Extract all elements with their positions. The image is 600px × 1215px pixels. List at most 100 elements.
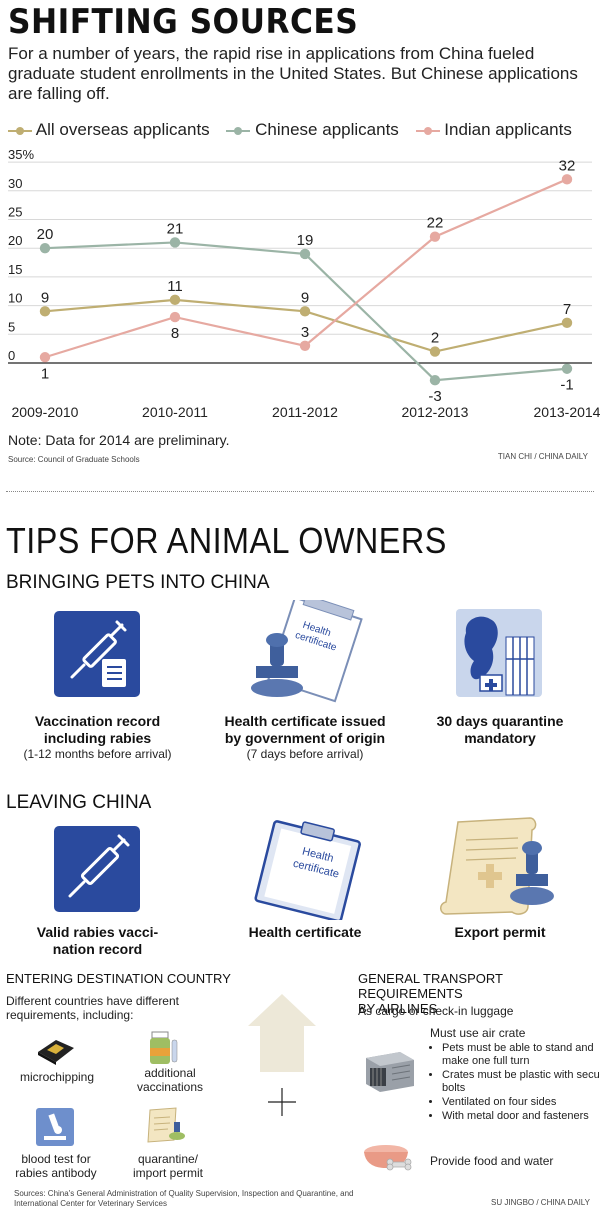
y-tick-label: 20: [8, 233, 22, 248]
y-tick-label: 25: [8, 205, 22, 220]
microchipping-label: microchipping: [19, 1070, 95, 1084]
leaving-heading: LEAVING CHINA: [6, 792, 152, 813]
chart-credit: TIAN CHI / CHINA DAILY: [497, 452, 588, 461]
entering-desc: Different countries have different requi…: [6, 994, 179, 1022]
legend-item-overseas: All overseas applicants: [8, 120, 210, 140]
data-point: [561, 317, 573, 329]
crate-requirement: With metal door and fasteners: [442, 1110, 600, 1123]
food-water-label: Provide food and water: [430, 1154, 554, 1168]
data-label: 11: [167, 278, 183, 295]
quarantine-card: 30 days quarantine mandatory: [420, 713, 580, 747]
y-tick-label: 15: [8, 262, 22, 277]
entering-desc-line: requirements, including:: [6, 1008, 134, 1022]
card-sub: (7 days before arrival): [246, 747, 364, 761]
data-label: 19: [297, 232, 314, 249]
y-tick-label: 30: [8, 176, 22, 191]
data-point: [429, 346, 441, 357]
data-label: 22: [427, 215, 444, 232]
export-permit-card: Export permit: [420, 924, 580, 941]
data-point: [169, 237, 181, 248]
card-label: Vaccination record: [34, 713, 161, 729]
tips-title: TIPS FOR ANIMAL OWNERS: [6, 520, 447, 561]
blood-test-label: blood test for rabies antibody: [6, 1152, 106, 1180]
transport-heading: GENERAL TRANSPORT REQUIREMENTS BY AIRLIN…: [358, 971, 600, 1016]
data-point: [169, 311, 181, 323]
data-label: -3: [428, 388, 441, 405]
transport-sub: As cargo or check-in luggage: [358, 1004, 514, 1018]
section-divider: [6, 491, 594, 492]
quarantine-icon: [456, 609, 542, 697]
data-point: [299, 306, 311, 317]
y-tick-label: 0: [8, 348, 15, 363]
data-point: [429, 231, 441, 242]
page-title: SHIFTING SOURCES: [8, 2, 359, 42]
data-label: 32: [559, 157, 576, 174]
card-label: 30 days quarantine: [436, 713, 564, 729]
data-point: [299, 340, 311, 351]
health-certificate-card: Health certificate issued by government …: [205, 713, 405, 761]
up-arrow-icon: [248, 994, 316, 1072]
vaccinations-label: additional vaccinations: [120, 1066, 220, 1094]
x-tick-label: 2011-2012: [272, 404, 338, 420]
crate-requirement: Pets must be able to stand and make one …: [442, 1042, 600, 1068]
permit-label-line: import permit: [132, 1166, 203, 1180]
vaccinations-label-line: vaccinations: [136, 1080, 204, 1094]
card-label: including rabies: [43, 730, 152, 746]
chart-note: Note: Data for 2014 are preliminary.: [8, 432, 230, 448]
tips-sources-line: International Center for Veterinary Serv…: [14, 1199, 167, 1208]
data-point: [429, 375, 441, 386]
card-label: Health certificate: [248, 924, 362, 940]
microscope-icon: [36, 1108, 74, 1146]
card-label: Valid rabies vacci-: [36, 924, 159, 940]
crate-requirements-list: Pets must be able to stand and make one …: [428, 1042, 600, 1124]
data-label: -1: [560, 377, 573, 394]
data-label: 20: [37, 226, 54, 243]
legend-label: All overseas applicants: [35, 120, 210, 139]
legend-marker-icon: [8, 126, 32, 135]
y-tick-label: 35%: [8, 147, 34, 162]
data-point: [39, 352, 51, 363]
data-point: [169, 294, 181, 306]
food-bowl-icon: [364, 1145, 412, 1171]
data-point: [561, 174, 573, 185]
crate-requirement: Crates must be plastic with secure bolts: [442, 1069, 600, 1095]
permit-label: quarantine/ import permit: [118, 1152, 218, 1180]
y-tick-label: 5: [8, 319, 15, 334]
entering-desc-line: Different countries have different: [6, 994, 179, 1008]
plus-icon: [268, 1088, 296, 1116]
vaccination-record-icon: [54, 611, 140, 697]
card-label: by government of origin: [224, 730, 386, 746]
legend-marker-icon: [226, 126, 251, 135]
intro-text: For a number of years, the rapid rise in…: [8, 44, 578, 103]
blood-test-label-line: rabies antibody: [15, 1166, 97, 1180]
card-label: nation record: [52, 941, 143, 957]
data-label: 9: [301, 289, 309, 306]
crate-title: Must use air crate: [430, 1026, 526, 1040]
data-point: [39, 243, 51, 254]
legend-marker-icon: [415, 126, 440, 135]
entering-heading: ENTERING DESTINATION COUNTRY: [6, 971, 231, 986]
x-tick-label: 2010-2011: [142, 404, 208, 420]
air-crate-icon: [366, 1052, 414, 1092]
y-tick-label: 10: [8, 291, 22, 306]
x-tick-label: 2013-2014: [534, 404, 600, 420]
data-label: 7: [563, 301, 571, 318]
export-permit-icon: [440, 817, 554, 915]
card-label: mandatory: [464, 730, 536, 746]
data-point: [299, 248, 311, 260]
leaving-health-certificate-card: Health certificate: [205, 924, 405, 941]
transport-heading-line: GENERAL TRANSPORT REQUIREMENTS: [358, 971, 503, 1001]
microchip-icon: [38, 1040, 74, 1065]
x-tick-label: 2012-2013: [402, 404, 469, 420]
blood-test-label-line: blood test for: [21, 1152, 91, 1166]
tips-sources: Sources: China's General Administration …: [14, 1189, 354, 1209]
bringing-heading: BRINGING PETS INTO CHINA: [6, 572, 270, 593]
vaccinations-label-line: additional: [144, 1066, 196, 1080]
data-point: [39, 306, 51, 317]
x-tick-label: 2009-2010: [12, 404, 79, 420]
data-point: [561, 363, 573, 374]
import-permit-icon: [147, 1107, 185, 1143]
legend-item-indian: Indian applicants: [415, 120, 572, 140]
chart-legend: All overseas applicants Chinese applican…: [8, 120, 584, 140]
data-label: 9: [41, 289, 49, 306]
